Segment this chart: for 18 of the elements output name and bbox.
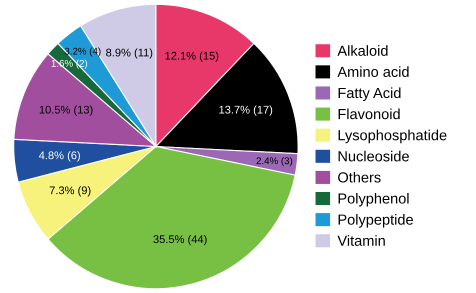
legend-label: Flavonoid (338, 108, 400, 120)
legend-label: Fatty Acid (338, 87, 400, 101)
legend-label: Polypeptide (338, 214, 413, 228)
legend-label: Amino acid (337, 66, 409, 78)
legend-label: Others (338, 172, 381, 183)
legend-label: Nucleoside (338, 150, 409, 162)
data-label: 8.9% (11) (106, 48, 152, 59)
data-label: 35.5% (44) (153, 234, 207, 246)
legend-label: Lysophosphatide (338, 130, 446, 144)
data-label: 12.1% (15) (165, 52, 218, 62)
legend-label: Polyphenol (338, 192, 409, 207)
data-label: 13.7% (17) (219, 105, 272, 116)
data-label: 7.3% (9) (50, 186, 90, 196)
data-label: 10.5% (13) (40, 105, 93, 116)
legend-label: Vitamin (337, 235, 385, 246)
data-label: 2.4% (3) (256, 157, 292, 166)
legend-label: Alkaloid (337, 45, 388, 56)
data-label: 4.8% (6) (38, 151, 80, 162)
